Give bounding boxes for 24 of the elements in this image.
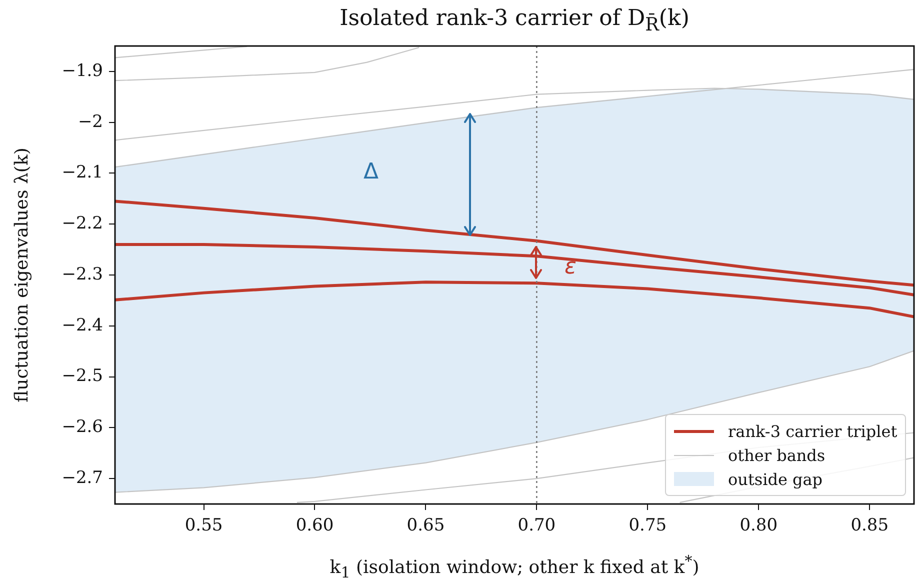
x-tick-label: 0.70 xyxy=(518,516,556,536)
y-tick-label: −2.3 xyxy=(62,264,103,284)
legend-label: other bands xyxy=(728,446,826,464)
x-tick-label: 0.65 xyxy=(406,516,445,536)
y-tick-label: −2.5 xyxy=(62,366,103,386)
y-tick-label: −2.7 xyxy=(62,468,103,488)
x-tick-label: 0.60 xyxy=(296,516,334,536)
x-tick-label: 0.80 xyxy=(740,516,778,536)
y-tick-label: −1.9 xyxy=(62,60,103,81)
annotation: ε xyxy=(564,254,576,280)
y-tick-label: −2 xyxy=(78,112,103,132)
y-tick-label: −2.1 xyxy=(62,162,103,183)
x-tick-label: 0.55 xyxy=(184,516,223,536)
y-tick-label: −2.6 xyxy=(62,417,103,438)
x-tick-label: 0.75 xyxy=(628,516,667,536)
y-tick-label: −2.2 xyxy=(62,214,103,234)
annotation: Δ xyxy=(363,159,379,184)
chart-title: Isolated rank-3 carrier of D$_{R̄}$(k) xyxy=(340,6,690,36)
x-axis-title: k$_{1}$ (isolation window; other k fixed at k$^{*}$) xyxy=(330,552,700,582)
legend-label: rank-3 carrier triplet xyxy=(728,422,898,440)
legend-label: outside gap xyxy=(728,470,823,488)
y-tick-label: −2.4 xyxy=(62,315,103,336)
x-tick-label: 0.85 xyxy=(850,516,889,536)
y-axis-title: fluctuation eigenvalues λ(k) xyxy=(12,148,32,402)
